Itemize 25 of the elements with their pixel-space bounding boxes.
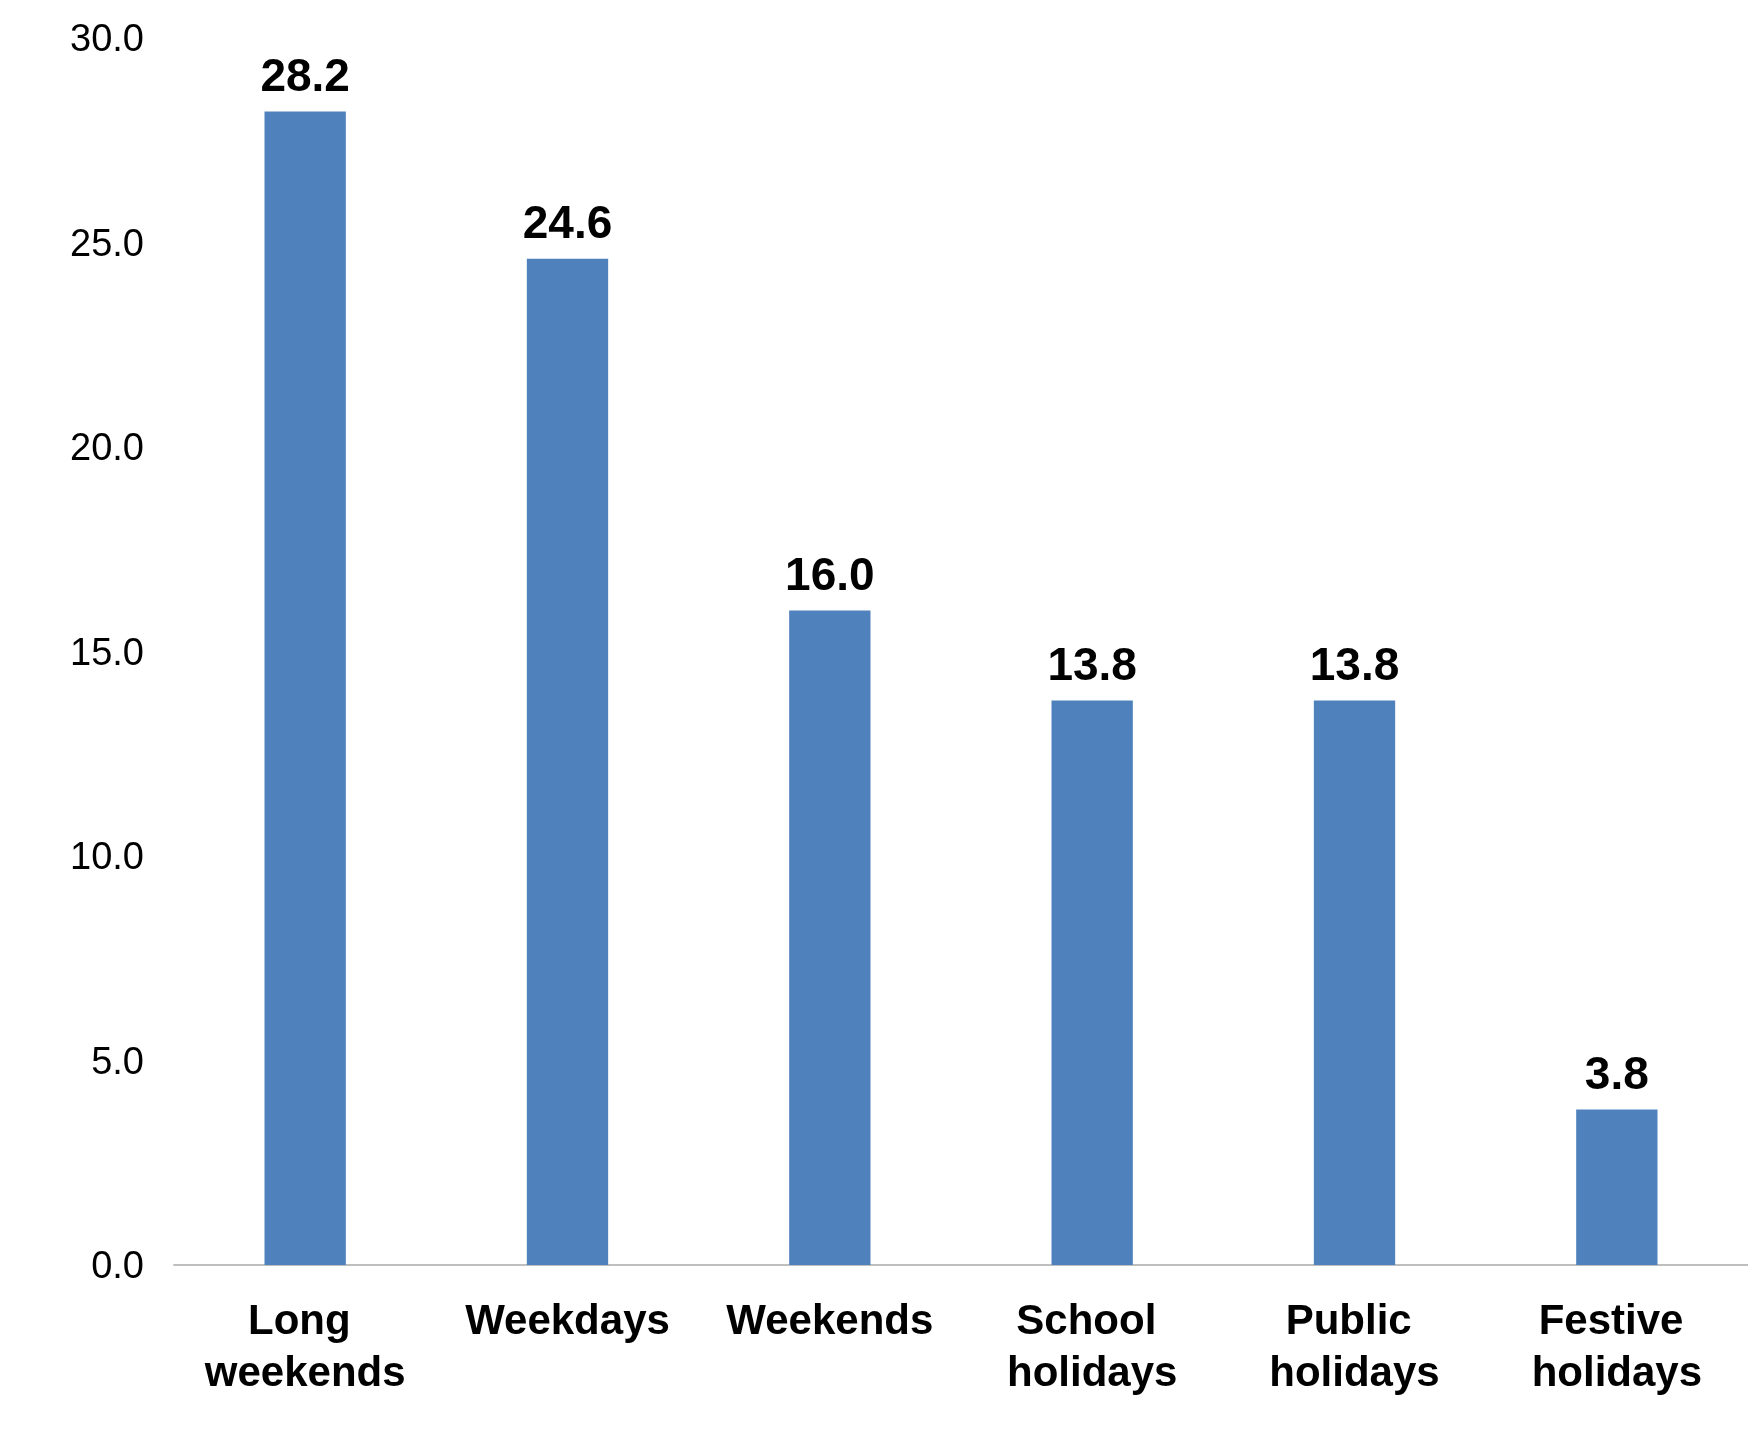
data-label: 24.6	[522, 195, 613, 248]
bar	[1313, 700, 1396, 1265]
y-tick-label: 30.0	[70, 17, 144, 59]
bar	[1051, 700, 1133, 1265]
y-tick-label: 10.0	[70, 835, 144, 877]
bar	[526, 258, 609, 1265]
bar	[789, 610, 871, 1265]
data-label: 13.8	[1047, 637, 1137, 690]
y-tick-label: 0.0	[91, 1244, 144, 1286]
data-label: 13.8	[1309, 637, 1400, 690]
y-tick-label: 15.0	[70, 630, 144, 673]
data-label: 28.2	[260, 48, 350, 101]
x-tick-label: Weekends	[726, 1295, 934, 1343]
data-label: 16.0	[785, 547, 875, 600]
x-tick-label: Long weekends	[203, 1295, 406, 1395]
x-tick-label: Public holidays	[1269, 1295, 1440, 1395]
y-tick-label: 25.0	[70, 221, 144, 264]
x-tick-label: Festive holidays	[1531, 1295, 1703, 1395]
bar	[264, 111, 346, 1265]
data-label: 3.8	[1584, 1046, 1649, 1099]
x-tick-label: Weekdays	[465, 1295, 670, 1343]
x-tick-label: School holidays	[1006, 1295, 1178, 1395]
y-tick-label: 20.0	[70, 426, 144, 468]
bar	[1576, 1109, 1658, 1265]
y-tick-label: 5.0	[91, 1039, 144, 1082]
